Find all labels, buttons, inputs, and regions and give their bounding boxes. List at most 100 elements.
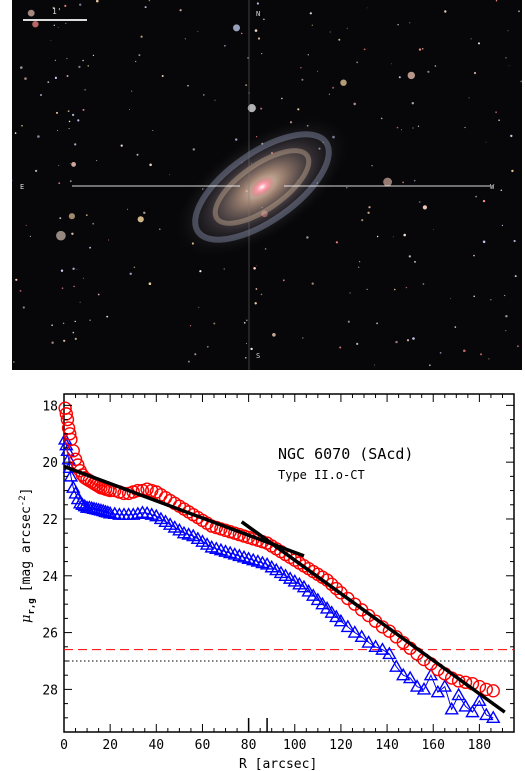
y-axis-label-mu: μ	[19, 615, 34, 623]
star	[359, 261, 361, 263]
star	[513, 239, 516, 243]
star	[347, 320, 350, 323]
star	[120, 144, 123, 147]
star	[131, 90, 133, 92]
star	[346, 27, 348, 29]
star	[129, 109, 130, 110]
y-axis-label-unit: [mag arcsec	[19, 506, 34, 592]
compass-east: E	[20, 183, 24, 191]
star	[264, 248, 267, 250]
star	[297, 108, 300, 111]
star	[97, 293, 100, 296]
data-point-g	[458, 699, 473, 712]
star	[68, 128, 70, 130]
star	[349, 292, 351, 294]
star	[40, 94, 42, 96]
chart-subtitle: Type II.o-CT	[278, 468, 365, 482]
star	[79, 301, 81, 303]
star	[65, 22, 67, 24]
star	[520, 80, 522, 83]
x-tick-label: 140	[375, 738, 398, 753]
star	[358, 266, 360, 268]
star	[84, 89, 86, 91]
star	[405, 286, 408, 289]
data-point-g	[57, 432, 73, 445]
star	[464, 126, 466, 129]
star	[62, 322, 65, 324]
y-tick-label: 18	[42, 399, 58, 414]
data-point-r	[60, 412, 75, 427]
star	[51, 324, 53, 327]
star	[13, 361, 15, 363]
star	[214, 99, 216, 101]
star	[247, 104, 256, 113]
star	[69, 163, 71, 165]
star	[510, 134, 513, 138]
x-tick-label: 40	[148, 738, 164, 753]
star	[68, 120, 71, 123]
star	[482, 240, 486, 244]
data-point-r	[63, 427, 77, 441]
star	[427, 70, 430, 73]
plot-svg: 0 20 40 60 80 100 120 140 160 180 18 20 22 24 26 28 NG…	[18, 393, 515, 771]
star	[187, 360, 190, 363]
star	[184, 38, 186, 40]
data-point-g	[130, 506, 146, 520]
star	[495, 111, 498, 114]
star	[74, 337, 77, 340]
star	[473, 71, 477, 75]
star	[301, 78, 304, 81]
star	[398, 76, 401, 79]
star	[78, 65, 81, 69]
data-point-r	[66, 444, 80, 458]
star	[14, 132, 17, 134]
star	[475, 195, 477, 198]
star	[15, 278, 18, 281]
reference-lines	[64, 649, 514, 662]
star	[368, 206, 371, 209]
star	[82, 108, 85, 111]
star	[61, 287, 64, 290]
star	[411, 102, 414, 105]
data-point-r	[486, 684, 500, 698]
data-point-g	[59, 437, 74, 451]
star	[473, 254, 475, 257]
star	[243, 322, 246, 324]
star	[394, 288, 396, 291]
data-point-g	[451, 687, 466, 701]
surface-brightness-plot: 0 20 40 60 80 100 120 140 160 180 18 20 22 24 26 28 NG…	[0, 380, 525, 771]
star	[339, 346, 342, 349]
star	[482, 199, 486, 203]
star	[58, 182, 61, 185]
star	[363, 48, 366, 51]
star	[356, 61, 359, 64]
star	[77, 119, 80, 122]
star	[329, 31, 331, 33]
y-axis-label-exp: -2	[18, 495, 28, 506]
star	[85, 214, 88, 217]
x-tick-label: 60	[195, 738, 211, 753]
star	[517, 345, 519, 348]
star	[433, 229, 434, 230]
data-point-r	[68, 452, 83, 467]
data-point-r	[479, 682, 494, 697]
star	[82, 59, 84, 62]
data-point-g	[437, 679, 452, 692]
star	[203, 94, 205, 96]
y-axis-label: μr,g [mag arcsec-2]	[18, 488, 37, 623]
compass-west: W	[490, 183, 495, 191]
star	[498, 119, 500, 121]
star	[148, 0, 150, 2]
star	[505, 315, 508, 318]
star	[281, 97, 283, 100]
star	[189, 325, 192, 327]
star	[247, 57, 249, 59]
star	[500, 189, 503, 192]
star	[417, 125, 420, 127]
star	[213, 322, 216, 325]
x-tick-label: 120	[329, 738, 352, 753]
star	[263, 18, 265, 21]
data-point-g	[306, 588, 321, 601]
star	[403, 233, 407, 237]
star	[74, 320, 76, 323]
